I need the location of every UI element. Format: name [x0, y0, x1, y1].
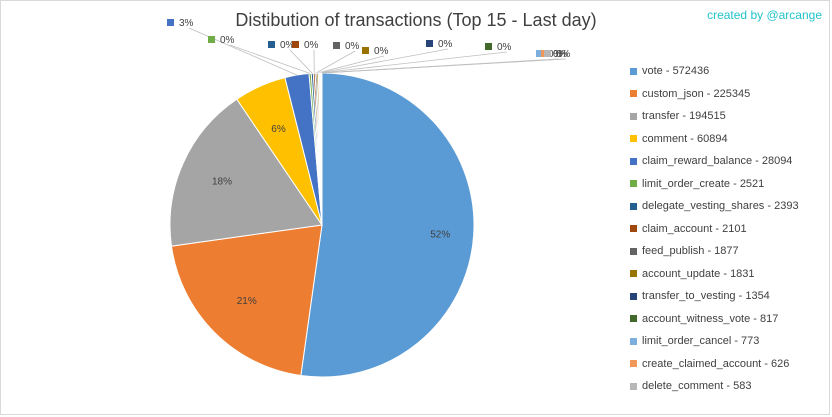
label-swatch — [208, 36, 215, 43]
legend-swatch — [630, 360, 637, 368]
legend-swatch — [630, 315, 637, 323]
leader-line — [315, 50, 356, 74]
legend-swatch — [630, 247, 637, 255]
legend-item-account-witness-vote: account_witness_vote - 817 — [630, 308, 799, 331]
legend-item-vote: vote - 572436 — [630, 60, 799, 83]
label-swatch — [268, 41, 275, 48]
label-swatch — [544, 50, 551, 57]
leader-line — [188, 27, 298, 76]
slice-label-delete-comment: 0% — [556, 49, 571, 60]
legend-item-claim-account: claim_account - 2101 — [630, 218, 799, 241]
credit-label: created by @arcange — [707, 8, 822, 22]
legend-swatch — [630, 157, 637, 165]
leader-line — [289, 49, 313, 74]
legend-label: feed_publish - 1877 — [642, 245, 739, 258]
legend-label: vote - 572436 — [642, 65, 710, 78]
slice-label-feed-publish: 0% — [345, 41, 360, 52]
legend-swatch — [630, 382, 637, 390]
slice-label-claim-reward-balance: 3% — [179, 18, 194, 29]
legend-item-transfer: transfer - 194515 — [630, 105, 799, 128]
slice-label-transfer: 18% — [212, 177, 232, 188]
legend-swatch — [630, 90, 637, 98]
slice-label-delegate-vesting-shares: 0% — [280, 40, 295, 51]
slice-label-create-claimed-account: 0% — [553, 49, 568, 60]
slice-label-account-update: 0% — [374, 46, 389, 57]
label-swatch — [167, 19, 174, 26]
legend-label: delegate_vesting_shares - 2393 — [642, 200, 799, 213]
chart-legend: vote - 572436 custom_json - 225345 transfe… — [630, 60, 799, 398]
legend-item-create-claimed-account: create_claimed_account - 626 — [630, 353, 799, 376]
legend-label: claim_reward_balance - 28094 — [642, 155, 793, 168]
slice-label-claim-account: 0% — [304, 40, 319, 51]
label-swatch — [485, 43, 492, 50]
legend-label: limit_order_create - 2521 — [642, 177, 765, 190]
legend-label: comment - 60894 — [642, 132, 728, 145]
legend-swatch — [630, 292, 637, 300]
slice-label-vote: 52% — [430, 229, 450, 240]
slice-label-limit-order-cancel: 0% — [548, 49, 563, 60]
slice-transfer — [169, 98, 323, 247]
legend-item-comment: comment - 60894 — [630, 128, 799, 151]
slice-label-transfer-to-vesting: 0% — [438, 39, 453, 50]
leader-line — [318, 48, 449, 74]
slice-delete-comment — [320, 72, 323, 226]
legend-label: custom_json - 225345 — [642, 87, 751, 100]
legend-swatch — [630, 67, 637, 75]
legend-swatch — [630, 225, 637, 233]
legend-label: delete_comment - 583 — [642, 380, 752, 393]
leader-line — [317, 55, 385, 74]
legend-item-delegate-vesting-shares: delegate_vesting_shares - 2393 — [630, 195, 799, 218]
label-swatch — [426, 40, 433, 47]
legend-label: transfer_to_vesting - 1354 — [642, 290, 770, 303]
legend-label: account_update - 1831 — [642, 267, 755, 280]
legend-item-claim-reward-balance: claim_reward_balance - 28094 — [630, 150, 799, 173]
legend-item-limit-order-create: limit_order_create - 2521 — [630, 173, 799, 196]
leader-line — [321, 58, 567, 74]
label-swatch — [536, 50, 543, 57]
slice-vote — [300, 72, 475, 378]
legend-swatch — [630, 270, 637, 278]
slice-label-limit-order-create: 0% — [220, 35, 235, 46]
legend-label: create_claimed_account - 626 — [642, 357, 790, 370]
legend-swatch — [630, 112, 637, 120]
chart-title: Distibution of transactions (Top 15 - La… — [235, 10, 597, 30]
legend-swatch — [630, 202, 637, 210]
legend-item-custom-json: custom_json - 225345 — [630, 83, 799, 106]
slice-custom-json — [170, 224, 323, 377]
legend-label: transfer - 194515 — [642, 110, 726, 123]
legend-label: account_witness_vote - 817 — [642, 312, 779, 325]
label-swatch — [292, 41, 299, 48]
legend-label: limit_order_cancel - 773 — [642, 335, 760, 348]
leader-line — [319, 51, 508, 74]
label-swatch — [333, 42, 340, 49]
slice-label-comment: 6% — [271, 124, 286, 135]
label-swatch — [362, 47, 369, 54]
leader-line — [229, 44, 311, 74]
slice-label-custom-json: 21% — [237, 296, 257, 307]
legend-swatch — [630, 135, 637, 143]
legend-item-account-update: account_update - 1831 — [630, 263, 799, 286]
legend-swatch — [630, 180, 637, 188]
legend-item-limit-order-cancel: limit_order_cancel - 773 — [630, 330, 799, 353]
slice-label-account-witness-vote: 0% — [497, 42, 512, 53]
legend-label: claim_account - 2101 — [642, 222, 747, 235]
legend-item-delete-comment: delete_comment - 583 — [630, 375, 799, 398]
legend-swatch — [630, 337, 637, 345]
legend-item-feed-publish: feed_publish - 1877 — [630, 240, 799, 263]
legend-item-transfer-to-vesting: transfer_to_vesting - 1354 — [630, 285, 799, 308]
